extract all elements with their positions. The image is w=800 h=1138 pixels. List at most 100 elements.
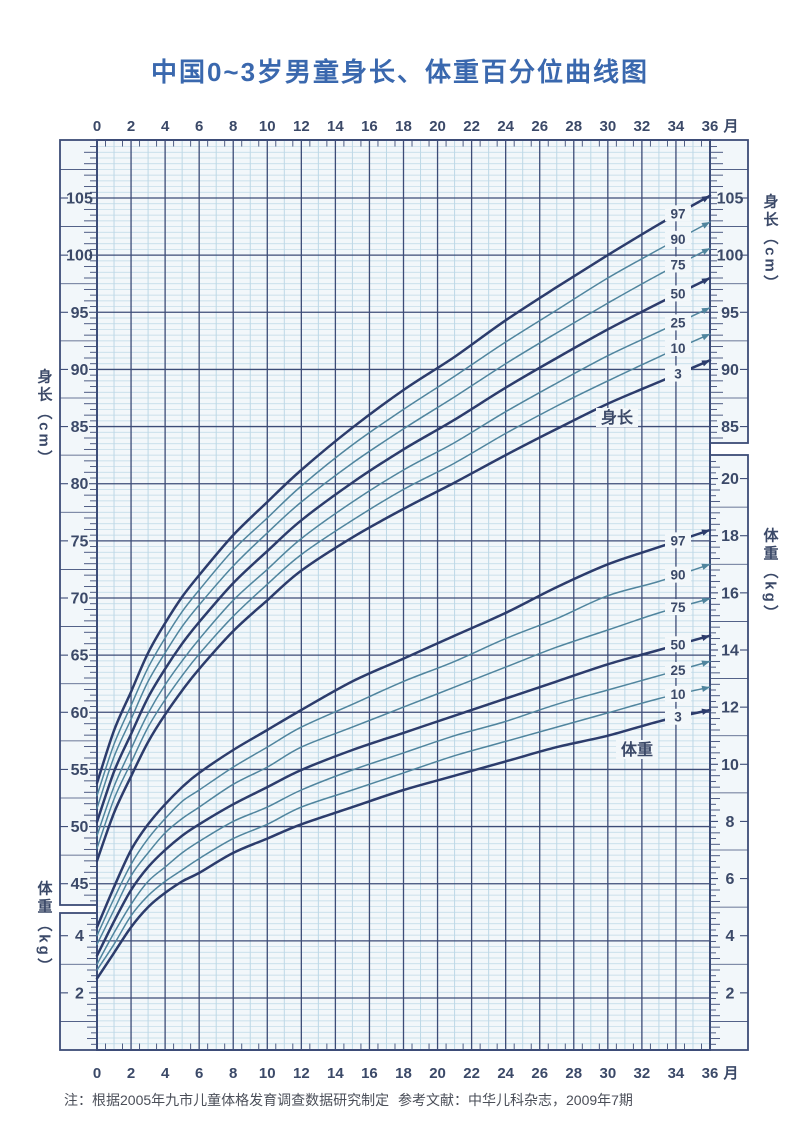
svg-text:97: 97 [670, 533, 685, 548]
svg-text:105: 105 [66, 191, 93, 208]
svg-text:60: 60 [71, 705, 89, 722]
svg-text:36: 36 [702, 118, 719, 135]
right-weight-axis-title: 体重（kg） [762, 526, 780, 622]
svg-text:8: 8 [726, 814, 735, 831]
svg-text:25: 25 [670, 663, 686, 678]
svg-text:26: 26 [531, 1065, 548, 1082]
svg-text:28: 28 [565, 1065, 582, 1082]
svg-text:2: 2 [75, 985, 84, 1002]
weight-curves-annotation: 体重 [621, 740, 653, 759]
svg-text:4: 4 [161, 1065, 170, 1082]
svg-text:16: 16 [361, 118, 378, 135]
svg-text:30: 30 [599, 1065, 616, 1082]
svg-text:16: 16 [361, 1065, 378, 1082]
svg-text:75: 75 [71, 533, 89, 550]
svg-text:0: 0 [93, 1065, 101, 1082]
svg-text:20: 20 [429, 1065, 446, 1082]
svg-text:月: 月 [722, 1065, 738, 1082]
svg-text:14: 14 [721, 643, 739, 660]
right-weight-ruler: 2 4 6 8 10 12 14 16 18 20 [709, 454, 749, 1051]
height-percentile-labels: 97 90 75 50 25 10 3 [665, 205, 691, 382]
weight-curve-arrow-p90 [701, 563, 710, 570]
height-curve-p10 [96, 333, 711, 850]
svg-text:2: 2 [127, 118, 135, 135]
svg-text:26: 26 [531, 118, 548, 135]
svg-text:3: 3 [674, 710, 682, 725]
svg-text:18: 18 [395, 1065, 412, 1082]
edge-ticks [105, 140, 702, 1050]
height-curve-arrow-p50 [701, 278, 710, 285]
weight-percentile-labels: 97 90 75 50 25 10 3 [665, 532, 691, 725]
svg-text:90: 90 [721, 362, 739, 379]
height-curve-arrow-p25 [701, 307, 710, 314]
svg-text:75: 75 [670, 600, 686, 615]
weight-curve-arrow-p50 [701, 634, 710, 641]
left-height-axis-title: 身长（cm） [36, 367, 54, 467]
svg-text:10: 10 [670, 687, 685, 702]
svg-text:34: 34 [668, 118, 685, 135]
svg-text:18: 18 [721, 528, 739, 545]
weight-curve-p25 [96, 660, 711, 966]
right-height-ruler: 85 90 95 100 105 [709, 139, 749, 444]
right-height-axis-title: 身长（cm） [762, 192, 780, 292]
height-curve-arrow-p75 [701, 248, 710, 255]
svg-text:34: 34 [668, 1065, 685, 1082]
weight-curve-arrow-p25 [701, 660, 710, 667]
left-height-ruler: 45 50 55 60 65 70 75 80 85 90 95 100 105 [59, 139, 98, 906]
weight-curve-arrow-p97 [701, 529, 710, 536]
svg-text:6: 6 [726, 871, 735, 888]
height-curve-p3 [95, 359, 712, 863]
svg-text:4: 4 [75, 928, 84, 945]
height-curves-annotation-backdrop [596, 408, 638, 427]
left-weight-ruler: 24 [59, 912, 98, 1051]
svg-text:45: 45 [71, 876, 89, 893]
svg-text:12: 12 [293, 1065, 310, 1082]
weight-curve-arrow-p10 [701, 685, 710, 692]
svg-text:85: 85 [71, 419, 89, 436]
svg-text:6: 6 [195, 1065, 203, 1082]
height-curve-arrow-p97 [701, 195, 710, 203]
svg-text:24: 24 [497, 118, 514, 135]
weight-curve-arrow-p3 [701, 708, 710, 715]
svg-text:4: 4 [726, 928, 735, 945]
footnote-reference: 参考文献：中华儿科杂志，2009年7期 [398, 1092, 633, 1108]
svg-text:25: 25 [670, 315, 686, 330]
svg-text:55: 55 [71, 762, 89, 779]
svg-text:6: 6 [195, 118, 203, 135]
svg-text:75: 75 [670, 257, 686, 272]
weight-curve-p10 [96, 686, 711, 971]
svg-text:10: 10 [670, 341, 685, 356]
svg-text:50: 50 [71, 819, 89, 836]
svg-text:10: 10 [721, 757, 739, 774]
svg-text:18: 18 [395, 118, 412, 135]
svg-text:36: 36 [702, 1065, 719, 1082]
svg-text:90: 90 [71, 362, 89, 379]
svg-text:0: 0 [93, 118, 101, 135]
svg-text:22: 22 [463, 1065, 480, 1082]
svg-text:100: 100 [717, 248, 744, 265]
svg-text:4: 4 [161, 118, 170, 135]
weight-curves-annotation-backdrop [616, 740, 658, 759]
svg-text:8: 8 [229, 118, 237, 135]
height-curve-p90 [96, 221, 711, 797]
svg-text:22: 22 [463, 118, 480, 135]
svg-text:70: 70 [71, 590, 89, 607]
weight-curve-p75 [96, 597, 711, 946]
height-curve-p97 [95, 194, 712, 785]
svg-text:32: 32 [634, 1065, 651, 1082]
weight-curve-p50 [95, 634, 712, 957]
svg-text:28: 28 [565, 118, 582, 135]
svg-text:20: 20 [721, 471, 739, 488]
height-curve-arrow-p10 [701, 333, 710, 341]
footnote-source: 注：根据2005年九市儿童体格发育调查数据研究制定 [64, 1092, 390, 1108]
svg-text:10: 10 [259, 1065, 276, 1082]
weight-curve-p3 [95, 708, 712, 980]
weight-curve-p90 [96, 563, 711, 937]
svg-text:97: 97 [670, 206, 685, 221]
svg-text:90: 90 [670, 232, 685, 247]
svg-text:30: 30 [599, 118, 616, 135]
svg-text:2: 2 [726, 985, 735, 1002]
svg-text:95: 95 [71, 305, 89, 322]
